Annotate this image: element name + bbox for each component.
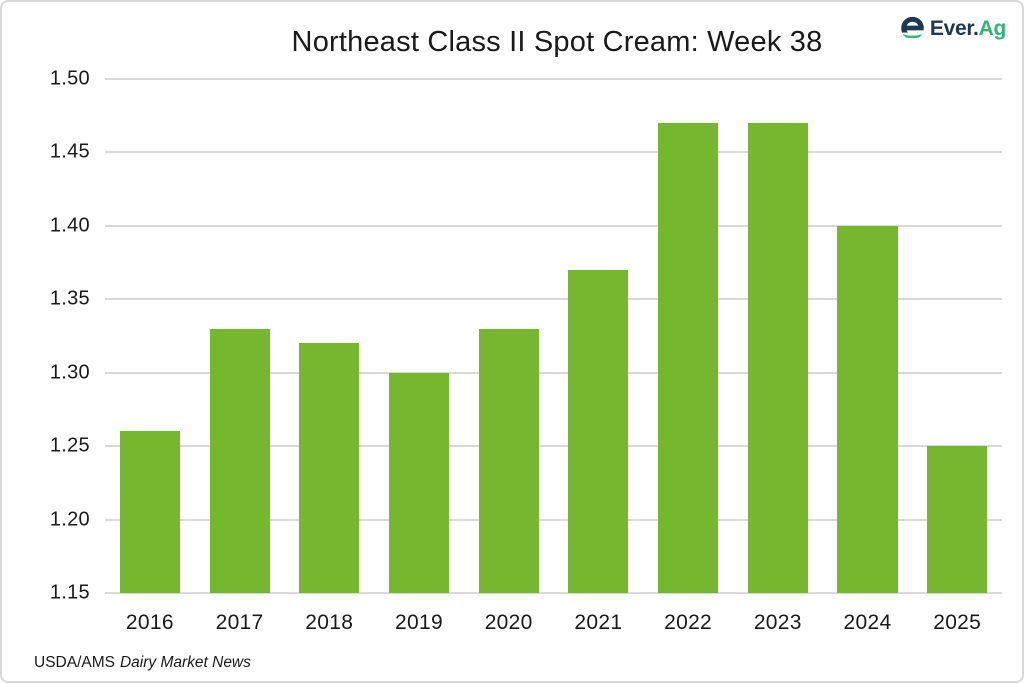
x-tick-label: 2025 — [933, 611, 982, 634]
bar-2016 — [119, 431, 180, 593]
bar-slot — [284, 79, 374, 593]
bar-2021 — [568, 269, 629, 593]
x-tick-label: 2020 — [484, 611, 533, 634]
x-tick-label: 2018 — [305, 611, 354, 634]
gridline — [105, 518, 1002, 521]
bar-slot — [195, 79, 285, 593]
x-axis-labels: 2016 2017 2018 2019 2020 2021 2022 2023 2024 2025 — [105, 611, 1002, 635]
gridline — [105, 445, 1002, 448]
y-axis-labels: 1.50 1.45 1.40 1.35 1.30 1.25 1.20 1.15 — [24, 68, 90, 604]
gridline — [105, 298, 1002, 301]
logo-text-primary: Ever. — [929, 16, 979, 40]
logo-text-accent: Ag — [978, 16, 1007, 40]
bars — [105, 79, 1002, 593]
y-tick-label: 1.45 — [49, 140, 90, 163]
x-tick-label: 2016 — [125, 611, 174, 634]
y-tick-label: 1.25 — [49, 434, 90, 457]
everag-logo-icon — [900, 16, 924, 40]
x-tick-label: 2017 — [215, 611, 264, 634]
source-title: Dairy Market News — [119, 654, 251, 671]
y-tick-label: 1.35 — [49, 287, 90, 310]
bar-2018 — [299, 343, 360, 593]
everag-logo: Ever.Ag — [899, 15, 1006, 42]
bar-slot — [105, 79, 195, 593]
everag-logo-text: Ever.Ag — [930, 17, 1006, 41]
x-tick-label: 2021 — [574, 611, 623, 634]
bar-slot — [554, 79, 644, 593]
bar-2019 — [388, 372, 449, 593]
gridline — [105, 151, 1002, 154]
bar-2017 — [209, 328, 270, 593]
plot-area — [105, 78, 1002, 594]
bar-slot — [464, 79, 554, 593]
x-tick-label: 2023 — [753, 611, 802, 634]
bar-2022 — [658, 123, 719, 593]
y-tick-label: 1.15 — [49, 581, 90, 604]
bar-slot — [912, 79, 1002, 593]
gridline — [105, 78, 1002, 80]
x-tick-label: 2019 — [395, 611, 443, 634]
x-tick-label: 2024 — [843, 611, 892, 634]
bar-slot — [643, 79, 733, 593]
source-note: USDA/AMS Dairy Market News — [34, 654, 251, 672]
source-prefix: USDA/AMS — [34, 654, 115, 671]
x-tick-label: 2022 — [664, 611, 713, 634]
bar-2023 — [747, 123, 808, 593]
bar-2020 — [478, 328, 539, 593]
bar-2025 — [927, 446, 988, 593]
bar-slot — [823, 79, 913, 593]
y-tick-label: 1.20 — [49, 508, 90, 531]
gridline — [105, 224, 1002, 227]
y-tick-label: 1.50 — [49, 67, 90, 90]
gridline — [105, 592, 1002, 594]
y-tick-label: 1.40 — [49, 214, 90, 237]
y-tick-label: 1.30 — [49, 361, 90, 384]
bar-slot — [374, 79, 464, 593]
chart-title: Northeast Class II Spot Cream: Week 38 — [291, 26, 823, 58]
bar-slot — [733, 79, 823, 593]
gridline — [105, 371, 1002, 374]
bar-2024 — [837, 225, 898, 593]
